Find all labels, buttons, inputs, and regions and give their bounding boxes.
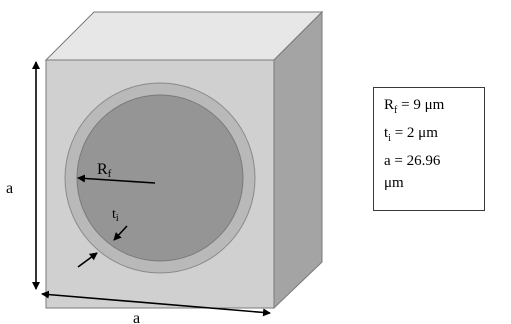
thickness-arrow-inner	[113, 225, 128, 241]
legend-a-unit: μm	[384, 175, 404, 191]
cube-right-face	[273, 10, 323, 310]
width-dimension-arrow	[41, 290, 271, 317]
thickness-label: ti	[112, 207, 119, 224]
thickness-arrow-outer	[77, 252, 98, 268]
fiber-circle	[76, 94, 244, 262]
width-dimension-label: a	[133, 310, 140, 324]
parameter-legend-box: Rf = 9 μm ti = 2 μm a = 26.96 μm	[373, 87, 485, 211]
legend-ti-line: ti = 2 μm	[384, 125, 438, 144]
radius-label: Rf	[97, 161, 112, 180]
radius-arrow	[77, 174, 156, 184]
legend-a-line: a = 26.96	[384, 153, 441, 169]
legend-rf-line: Rf = 9 μm	[384, 97, 445, 116]
height-dimension-label: a	[6, 180, 13, 197]
